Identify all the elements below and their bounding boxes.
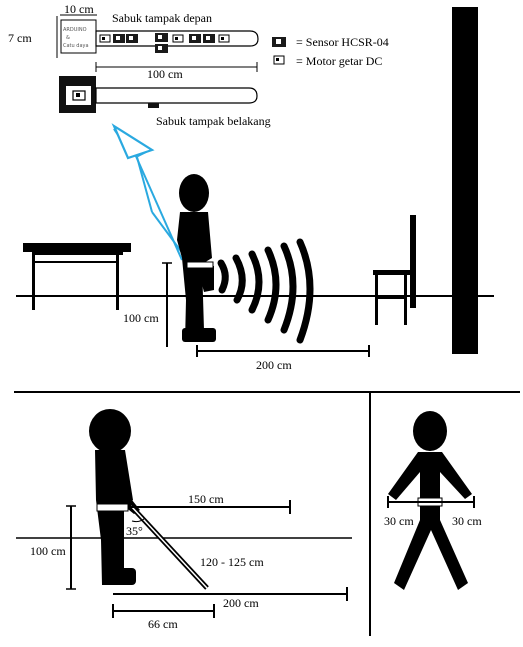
front-right-label: 30 cm — [452, 514, 482, 528]
belt-back-view: Sabuk tampak belakang — [59, 76, 271, 128]
cane-length-label: 120 - 125 cm — [200, 555, 264, 569]
sonar-waves — [217, 238, 314, 344]
motor-icon — [72, 90, 86, 101]
motor-icon — [99, 34, 111, 43]
cane-highlight — [130, 505, 208, 589]
side-range-label: 200 cm — [256, 358, 292, 372]
legend-sensor-icon — [272, 37, 286, 47]
sensor-icon — [113, 34, 125, 43]
cane-scene: 35° 150 cm 120 - 125 cm 200 cm 66 cm 100… — [16, 409, 352, 631]
legend: = Sensor HCSR-04 = Motor getar DC — [272, 35, 389, 68]
cane-angle-label: 35° — [126, 524, 143, 538]
sensor-icon — [189, 34, 201, 43]
belt-length-label: 100 cm — [147, 67, 183, 81]
side-scene: 100 cm 200 cm — [16, 7, 494, 372]
person-cane-icon — [89, 409, 140, 585]
cane-height-label: 100 cm — [30, 544, 66, 558]
belt-back-title: Sabuk tampak belakang — [156, 114, 271, 128]
side-height-label: 100 cm — [123, 311, 159, 325]
sensor-icon — [203, 34, 215, 43]
sensor-icon — [155, 44, 168, 53]
person-side-icon — [177, 174, 216, 342]
sensor-icon — [126, 34, 138, 43]
motor-icon — [218, 34, 230, 43]
range-150-label: 150 cm — [188, 492, 224, 506]
motor-icon — [172, 34, 184, 43]
front-left-label: 30 cm — [384, 514, 414, 528]
legend-sensor-text: = Sensor HCSR-04 — [296, 35, 389, 49]
legend-motor-text: = Motor getar DC — [296, 54, 382, 68]
chair-icon — [373, 215, 416, 325]
sensor-icon — [155, 33, 168, 42]
wall-icon — [452, 7, 478, 354]
belt-front-title: Sabuk tampak depan — [112, 11, 212, 25]
belt-width-label: 10 cm — [64, 2, 94, 16]
range-200-label: 200 cm — [223, 596, 259, 610]
table-icon — [23, 243, 131, 310]
belt-height-label: 7 cm — [8, 31, 32, 45]
belt-front-view: 10 cm Sabuk tampak depan 7 cm ARDUINO & … — [8, 2, 259, 58]
range-66-label: 66 cm — [148, 617, 178, 631]
controller-label-2: & — [66, 35, 70, 41]
belt-strap-back — [95, 87, 258, 104]
person-front-icon — [388, 411, 472, 590]
back-sensor-mount — [148, 103, 159, 108]
pointer-arrow — [111, 123, 187, 261]
angle-arc — [131, 517, 146, 523]
controller-label-1: ARDUINO — [63, 27, 87, 33]
front-scene: 30 cm 30 cm — [384, 411, 482, 590]
legend-motor-icon — [273, 55, 285, 65]
controller-label-3: Catu daya — [63, 43, 89, 49]
